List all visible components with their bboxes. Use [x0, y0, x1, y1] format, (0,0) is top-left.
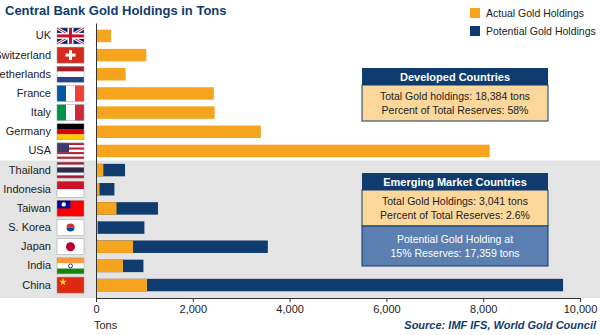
x-tick-label: 4,000: [276, 303, 304, 315]
category-label: Italy: [31, 106, 52, 118]
category-label: S. Korea: [8, 221, 52, 233]
bar: [96, 164, 125, 176]
legend-swatch: [470, 26, 480, 36]
bar: [96, 106, 215, 118]
annotation-body-bg: [362, 85, 548, 121]
bar: [96, 279, 147, 291]
bar: [96, 202, 117, 214]
flag: [57, 124, 84, 140]
bar: [96, 260, 143, 272]
bars: [96, 30, 563, 292]
category-label: UK: [36, 29, 52, 41]
bar: [96, 221, 144, 233]
legend: Actual Gold Holdings Potential Gold Holdi…: [470, 7, 596, 37]
category-label: France: [17, 87, 51, 99]
annotation-box: Emerging Market Countries Total Gold Hold…: [362, 173, 548, 266]
category-label: China: [22, 279, 52, 291]
x-tick-mark: [96, 298, 97, 302]
title: Central Bank Gold Holdings in Tons: [5, 3, 227, 18]
flag: [57, 105, 84, 121]
y-axis: UK Switzerland Netherlands France Italy Germa…: [0, 24, 97, 299]
bar: [96, 279, 563, 291]
category-label: Taiwan: [17, 202, 51, 214]
bar: [96, 30, 111, 42]
x-tick: 6,000: [373, 298, 401, 315]
flag: [57, 220, 84, 236]
annotation-header-bg: [362, 173, 548, 190]
flag: [57, 181, 84, 197]
x-axis-title: Tons: [94, 319, 118, 331]
bar: [96, 87, 214, 99]
flag: [57, 66, 84, 82]
x-axis: 0 2,000 4,000 6,000 8,000 10,000: [93, 298, 597, 315]
flag: [57, 258, 84, 274]
bar: [96, 68, 126, 80]
x-tick: 8,000: [470, 298, 498, 315]
category-label: Indonesia: [3, 183, 52, 195]
x-tick-mark: [193, 298, 194, 302]
category-label: Germany: [6, 125, 52, 137]
bar: [96, 145, 490, 157]
y-tick: Thailand: [9, 164, 96, 176]
annotation-line: Total Gold Holdings: 3,041 tons: [382, 195, 528, 207]
legend-swatch: [470, 8, 480, 18]
annotation-note-bg: [362, 226, 548, 266]
flag: [57, 85, 84, 101]
category-label: Switzerland: [0, 49, 51, 61]
bar: [96, 241, 268, 253]
legend-label: Actual Gold Holdings: [486, 7, 584, 19]
annotation-title: Emerging Market Countries: [383, 176, 527, 188]
bar: [96, 202, 158, 214]
flag: [57, 200, 84, 216]
annotation-body-bg: [362, 190, 548, 226]
y-axis-line: [96, 24, 97, 299]
bar: [96, 164, 103, 176]
legend-label: Potential Gold Holdings: [486, 25, 596, 37]
x-tick-label: 10,000: [564, 303, 598, 315]
category-label: Japan: [21, 240, 51, 252]
source: Source: IMF IFS, World Gold Council: [404, 319, 597, 331]
x-tick: 0: [93, 298, 99, 315]
annotation-header-bg: [362, 68, 548, 85]
x-tick: 10,000: [564, 298, 598, 315]
flag: [57, 47, 84, 63]
category-label: Netherlands: [0, 68, 51, 80]
x-tick: 4,000: [276, 298, 304, 315]
x-tick-label: 0: [93, 303, 99, 315]
flag: [57, 162, 84, 178]
bar: [96, 126, 261, 138]
annotation-note: 15% Reserves: 17,359 tons: [391, 247, 520, 259]
legend-item: Potential Gold Holdings: [470, 25, 596, 37]
x-tick-mark: [290, 298, 291, 302]
category-label: Thailand: [9, 164, 51, 176]
x-tick: 2,000: [180, 298, 208, 315]
bar: [96, 183, 114, 195]
annotation-line: Percent of Total Reserves: 2.6%: [380, 209, 530, 221]
annotation-box: Developed Countries Total Gold holdings: …: [362, 68, 548, 121]
x-axis-line: [97, 298, 581, 299]
category-label: India: [27, 259, 52, 271]
x-tick-label: 8,000: [470, 303, 498, 315]
flag: [57, 143, 84, 159]
x-tick-mark: [386, 298, 387, 302]
bar: [96, 49, 146, 61]
x-tick-label: 2,000: [180, 303, 208, 315]
flag: [57, 239, 84, 255]
x-tick-mark: [483, 298, 484, 302]
bar: [96, 241, 133, 253]
legend-item: Actual Gold Holdings: [470, 7, 584, 19]
annotation-note: Potential Gold Holding at: [397, 233, 513, 245]
annotation-title: Developed Countries: [400, 71, 510, 83]
region-background: [0, 161, 600, 299]
x-tick-label: 6,000: [373, 303, 401, 315]
chart: Central Bank Gold Holdings in Tons 0 2,000…: [0, 0, 600, 335]
annotation-line: Percent of Total Reserves: 58%: [382, 104, 529, 116]
flag: [57, 277, 84, 293]
flag: [57, 28, 84, 44]
bar: [96, 260, 123, 272]
category-label: USA: [28, 144, 51, 156]
x-tick-mark: [580, 298, 581, 302]
annotation-line: Total Gold holdings: 18,384 tons: [380, 90, 530, 102]
